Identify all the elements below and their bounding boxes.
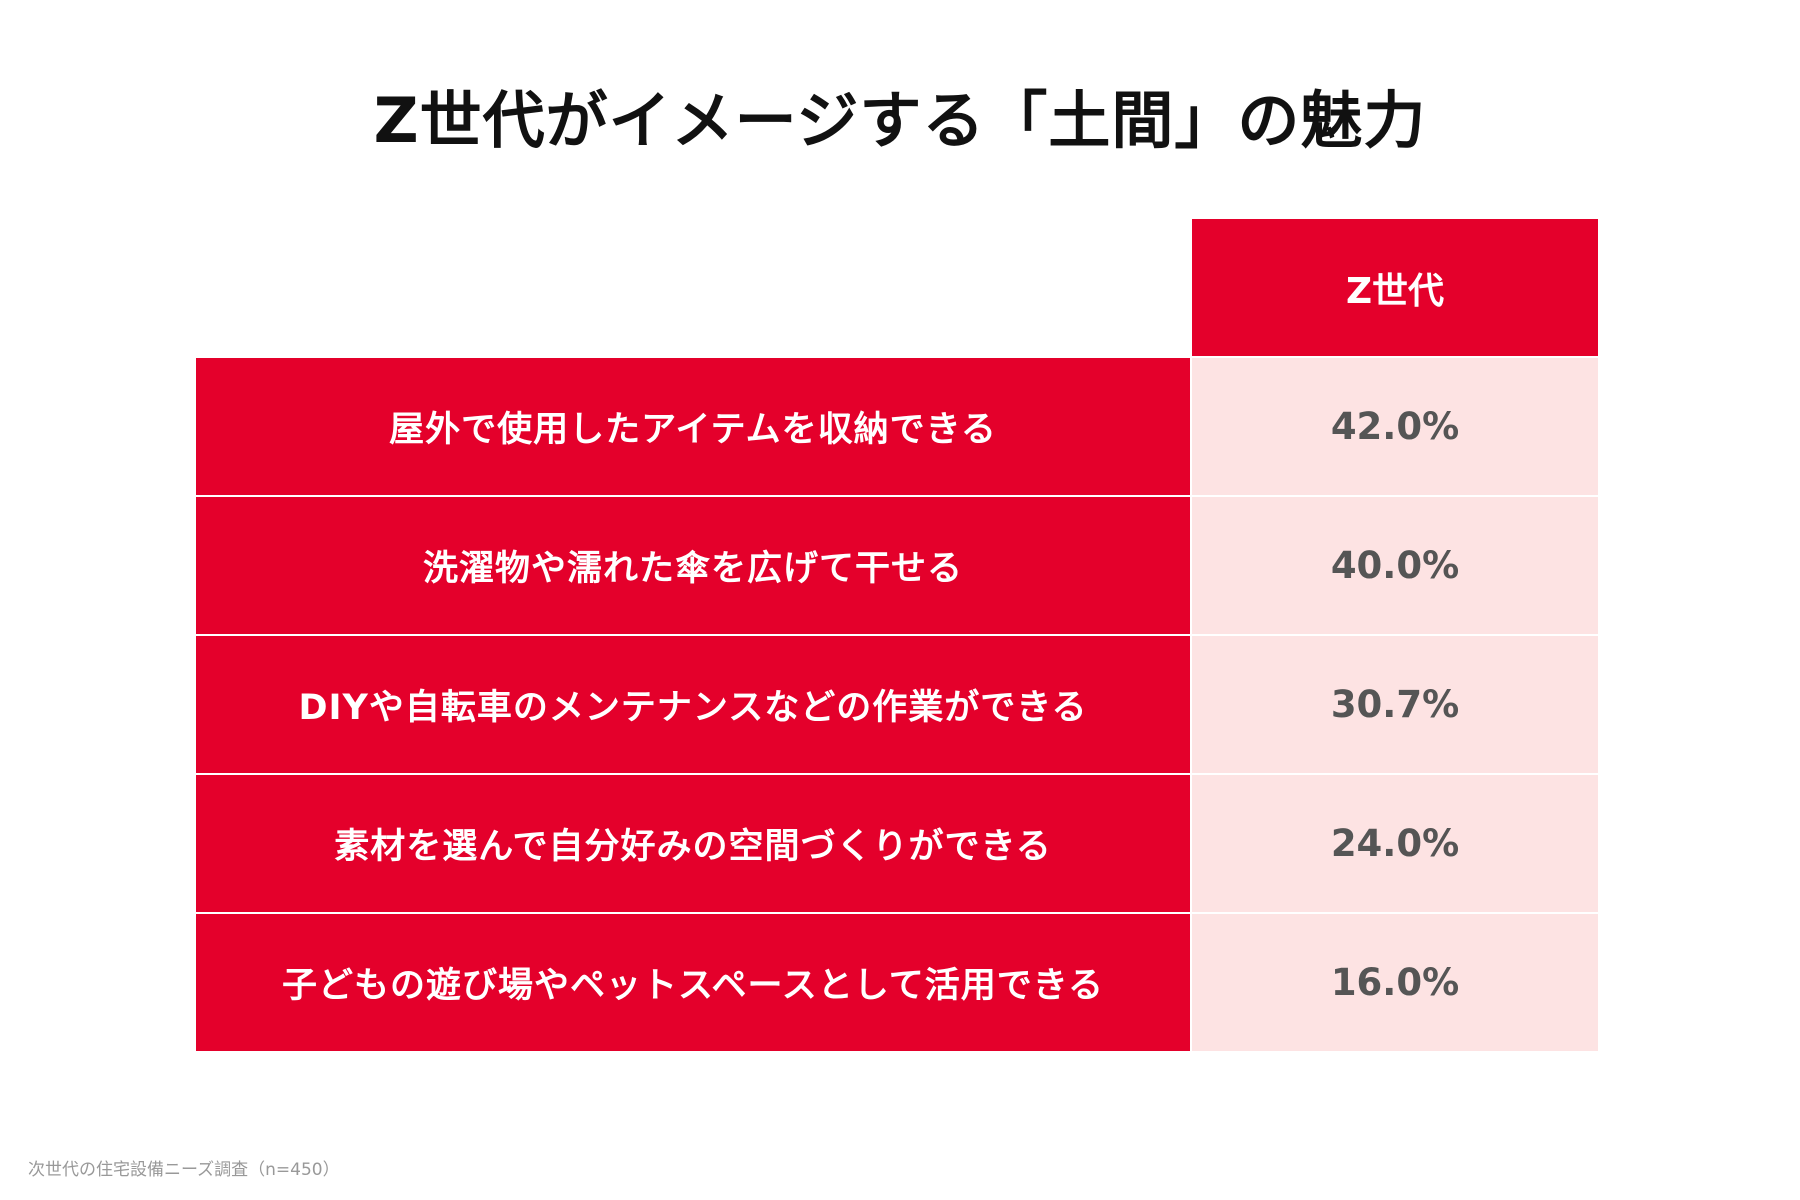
row-value: 16.0%	[1192, 914, 1598, 1051]
column-header: Z世代	[1192, 219, 1598, 356]
table-row: DIYや自転車のメンテナンスなどの作業ができる 30.7%	[196, 636, 1598, 773]
table-header-row: Z世代	[196, 219, 1598, 356]
table-row: 洗濯物や濡れた傘を広げて干せる 40.0%	[196, 497, 1598, 634]
row-value: 42.0%	[1192, 358, 1598, 495]
row-value: 30.7%	[1192, 636, 1598, 773]
row-value: 24.0%	[1192, 775, 1598, 912]
row-label: 洗濯物や濡れた傘を広げて干せる	[196, 497, 1190, 634]
row-label: 子どもの遊び場やペットスペースとして活用できる	[196, 914, 1190, 1051]
table-row: 子どもの遊び場やペットスペースとして活用できる 16.0%	[196, 914, 1598, 1051]
table-row: 屋外で使用したアイテムを収納できる 42.0%	[196, 358, 1598, 495]
row-label: DIYや自転車のメンテナンスなどの作業ができる	[196, 636, 1190, 773]
chart-title: Z世代がイメージする「土間」の魅力	[373, 84, 1427, 157]
table-row: 素材を選んで自分好みの空間づくりができる 24.0%	[196, 775, 1598, 912]
row-label: 素材を選んで自分好みの空間づくりができる	[196, 775, 1190, 912]
row-label: 屋外で使用したアイテムを収納できる	[196, 358, 1190, 495]
data-table: Z世代 屋外で使用したアイテムを収納できる 42.0% 洗濯物や濡れた傘を広げて…	[196, 219, 1598, 1051]
source-note: 次世代の住宅設備ニーズ調査（n=450）	[28, 1160, 340, 1180]
row-value: 40.0%	[1192, 497, 1598, 634]
